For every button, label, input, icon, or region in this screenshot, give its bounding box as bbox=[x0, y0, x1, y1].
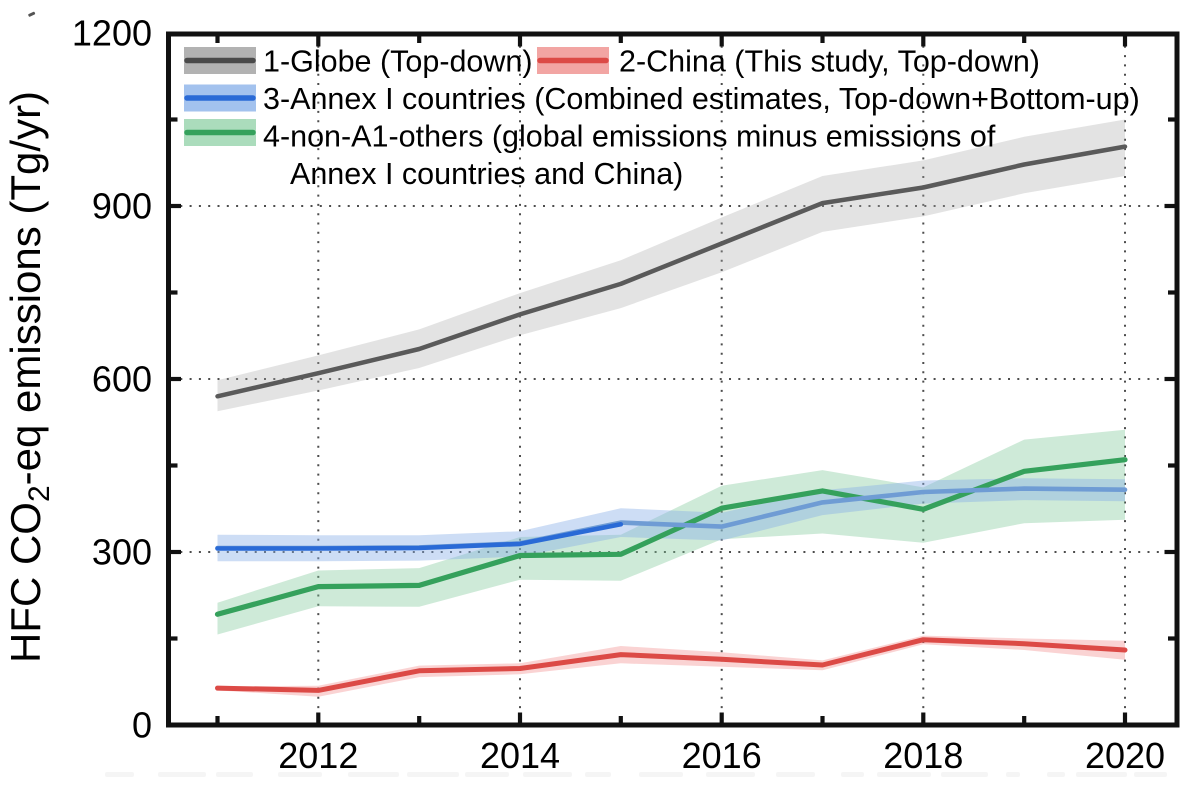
svg-text:2012: 2012 bbox=[278, 735, 358, 776]
svg-text:1-Globe (Top-down): 1-Globe (Top-down) bbox=[263, 45, 533, 79]
svg-text:4-non-A1-others (global emissi: 4-non-A1-others (global emissions minus … bbox=[263, 120, 996, 154]
svg-text:300: 300 bbox=[92, 532, 152, 573]
svg-text:2020: 2020 bbox=[1085, 735, 1165, 776]
svg-text:2018: 2018 bbox=[883, 735, 963, 776]
svg-text:2014: 2014 bbox=[480, 735, 560, 776]
svg-text:Annex I countries and China): Annex I countries and China) bbox=[290, 157, 683, 191]
svg-text:HFC CO2-eq emissions (Tg/yr): HFC CO2-eq emissions (Tg/yr) bbox=[2, 91, 56, 663]
svg-text:2-China (This study, Top-down): 2-China (This study, Top-down) bbox=[619, 45, 1040, 79]
svg-text:900: 900 bbox=[92, 186, 152, 227]
svg-text:0: 0 bbox=[132, 705, 152, 746]
svg-text:3-Annex I countries (Combined: 3-Annex I countries (Combined estimates,… bbox=[263, 82, 1140, 116]
svg-text:600: 600 bbox=[92, 359, 152, 400]
svg-text:1200: 1200 bbox=[72, 13, 152, 54]
svg-text:2016: 2016 bbox=[682, 735, 762, 776]
